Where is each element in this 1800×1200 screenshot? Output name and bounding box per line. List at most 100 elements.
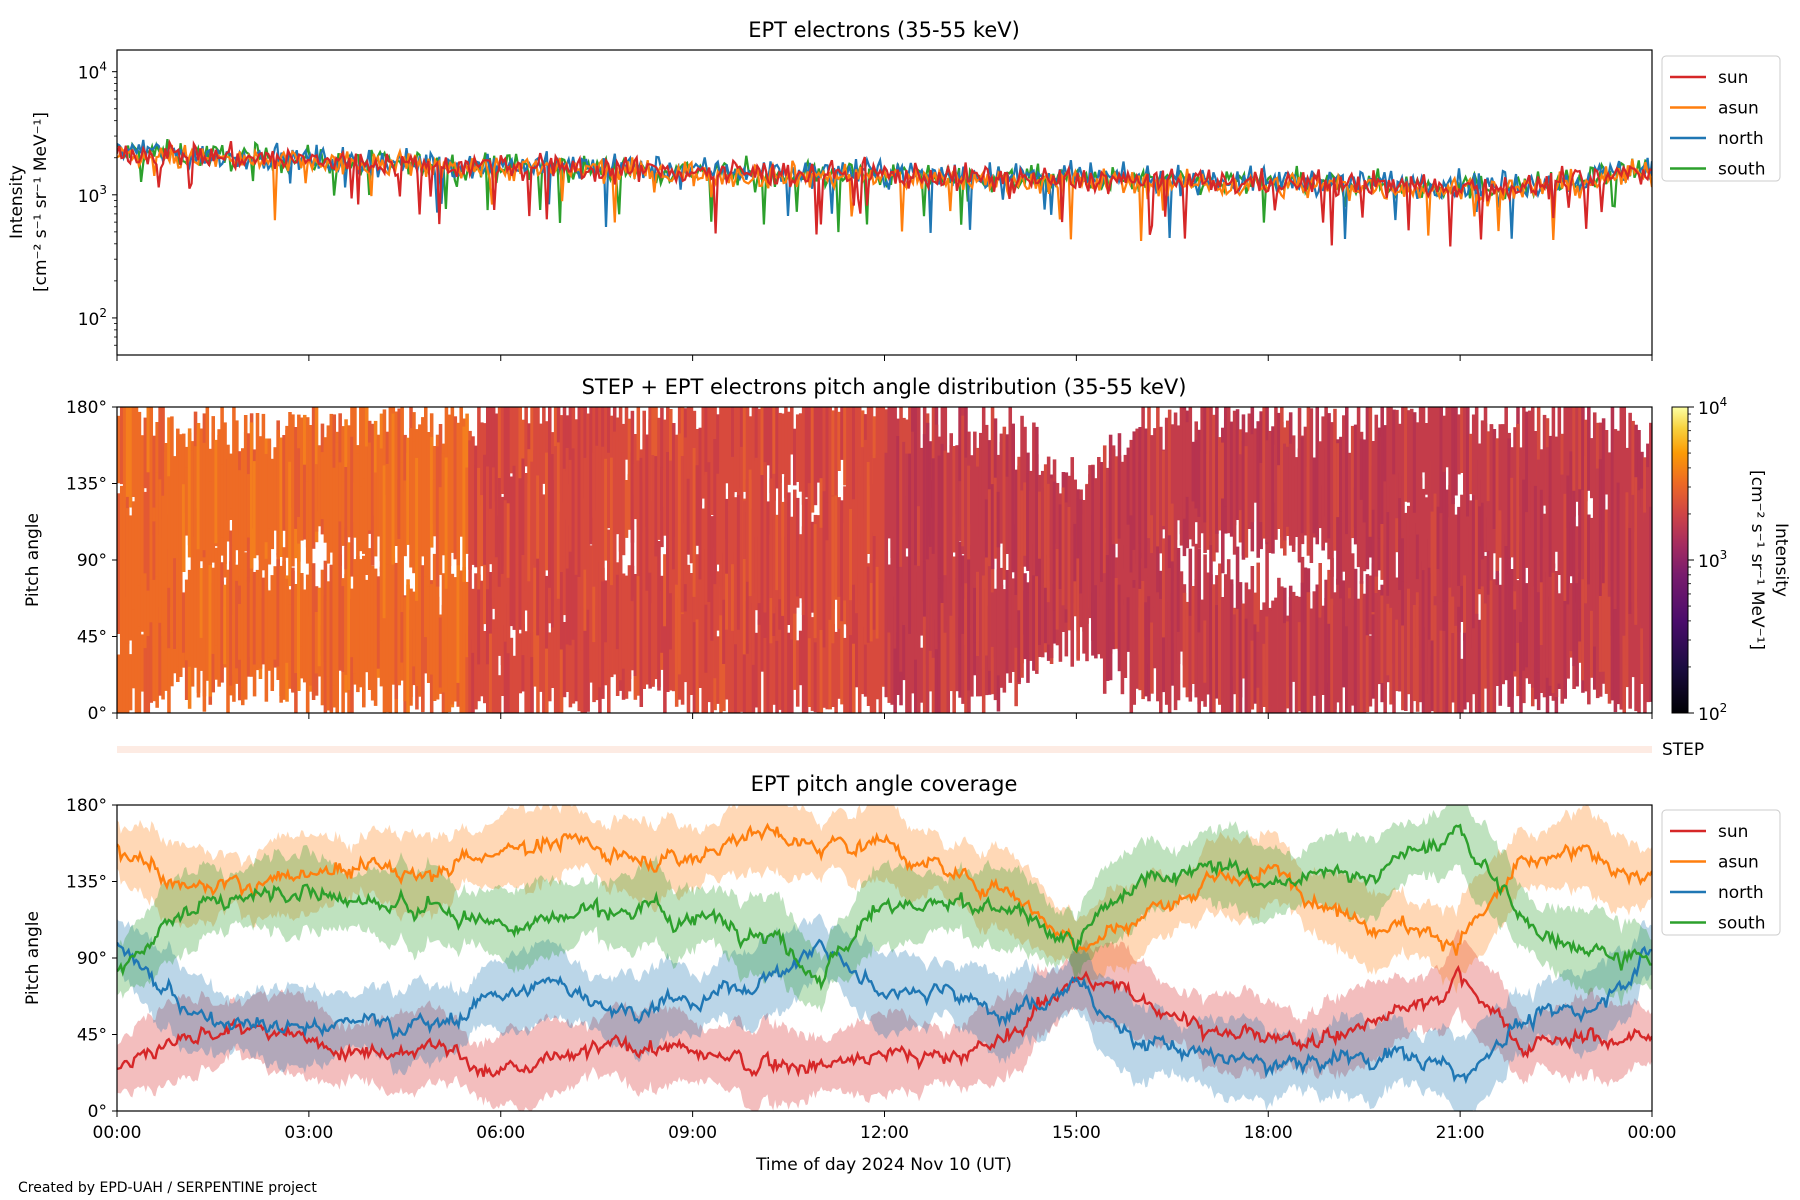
heatmap-cell [795, 414, 800, 482]
heatmap-cell [208, 481, 213, 566]
heatmap-cell [1315, 603, 1320, 713]
heatmap-cell [804, 611, 809, 713]
heatmap-cell [778, 603, 782, 710]
heatmap-cell [238, 604, 242, 660]
heatmap-cell [857, 573, 862, 713]
heatmap-cell [1409, 492, 1414, 573]
heatmap-cell [1554, 436, 1559, 498]
heatmap-cell [229, 530, 233, 686]
heatmap-cell [1082, 500, 1086, 623]
heatmap-cell [1607, 452, 1612, 533]
heatmap-cell [1392, 580, 1396, 713]
colorbar-tick-exponent: 3 [1720, 548, 1728, 562]
heatmap-cell [1108, 609, 1113, 681]
heatmap-cell [592, 452, 596, 587]
panel2-heatmap [117, 407, 1652, 713]
xtick-label: 00:00 [93, 1123, 142, 1143]
heatmap-cell [801, 490, 806, 615]
heatmap-cell [556, 442, 561, 599]
heatmap-cell [128, 536, 133, 641]
heatmap-cell [1495, 438, 1500, 571]
heatmap-cell [1256, 631, 1260, 688]
heatmap-cell [899, 533, 903, 672]
heatmap-cell [819, 527, 824, 630]
heatmap-cell [695, 554, 700, 620]
heatmap-cell [155, 472, 159, 577]
heatmap-cell [190, 593, 195, 656]
ytick-label: 102 [78, 306, 107, 330]
heatmap-cell [238, 470, 242, 586]
heatmap-cell [754, 457, 759, 611]
heatmap-cell [890, 591, 894, 705]
heatmap-cell [1262, 643, 1266, 707]
heatmap-cell [1005, 601, 1010, 674]
heatmap-cell [1241, 414, 1246, 560]
heatmap-cell [1563, 551, 1567, 687]
heatmap-cell [1247, 589, 1252, 713]
panel-intensity: EPT electrons (35-55 keV) 102 103 104 Inte… [7, 18, 1781, 361]
heatmap-cell [1430, 461, 1435, 574]
heatmap-cell [760, 600, 765, 672]
heatmap-cell [810, 617, 815, 711]
heatmap-cell [934, 559, 939, 650]
heatmap-cell [1504, 475, 1508, 546]
heatmap-cell [488, 572, 493, 634]
heatmap-cell [406, 437, 410, 545]
heatmap-cell [663, 419, 667, 508]
heatmap-cell [763, 407, 768, 490]
heatmap-cell [509, 637, 514, 713]
heatmap-cell [140, 485, 145, 602]
heatmap-cell [1303, 567, 1308, 713]
heatmap-cell [545, 624, 549, 713]
heatmap-cell [1043, 464, 1048, 588]
heatmap-cell [719, 549, 723, 616]
heatmap-cell [1395, 409, 1399, 519]
heatmap-cell [305, 574, 310, 713]
heatmap-cell [837, 411, 841, 471]
heatmap-cell [716, 414, 720, 518]
heatmap-cell [1064, 502, 1069, 608]
heatmap-cell [1023, 573, 1027, 635]
heatmap-cell [1510, 569, 1514, 713]
heatmap-cell [654, 546, 658, 639]
heatmap-cell [1117, 584, 1122, 672]
heatmap-cell [854, 407, 859, 502]
heatmap-cell [376, 434, 381, 537]
heatmap-cell [595, 605, 599, 701]
heatmap-cell [480, 612, 484, 697]
heatmap-cell [1383, 465, 1387, 590]
heatmap-cell [719, 407, 723, 479]
heatmap-cell [533, 629, 537, 687]
heatmap-cell [1631, 494, 1635, 624]
heatmap-cell [1353, 606, 1358, 713]
heatmap-cell [1474, 407, 1479, 500]
heatmap-cell [370, 423, 375, 566]
heatmap-cell [660, 575, 664, 653]
heatmap-cell [173, 456, 177, 559]
heatmap-cell [1601, 521, 1606, 584]
heatmap-cell [1170, 424, 1175, 504]
heatmap-cell [412, 441, 416, 574]
heatmap-cell [553, 407, 558, 480]
heatmap-cell [857, 407, 862, 519]
heatmap-cell [674, 537, 679, 664]
heatmap-cell [766, 407, 770, 466]
heatmap-cell [577, 559, 582, 635]
heatmap-cell [677, 433, 682, 562]
heatmap-cell [1161, 637, 1166, 693]
heatmap-cell [866, 407, 871, 492]
heatmap-cell [1533, 485, 1538, 586]
heatmap-cell [961, 555, 965, 634]
heatmap-cell [571, 407, 576, 481]
heatmap-cell [1188, 407, 1193, 506]
heatmap-cell [1610, 590, 1615, 701]
heatmap-cell [350, 436, 354, 577]
heatmap-cell [359, 559, 363, 688]
heatmap-cell [1551, 494, 1556, 569]
heatmap-cell [958, 407, 962, 527]
heatmap-cell [167, 548, 171, 649]
heatmap-cell [176, 541, 180, 667]
heatmap-cell [438, 617, 443, 688]
heatmap-cell [497, 407, 502, 516]
heatmap-cell [677, 550, 682, 675]
